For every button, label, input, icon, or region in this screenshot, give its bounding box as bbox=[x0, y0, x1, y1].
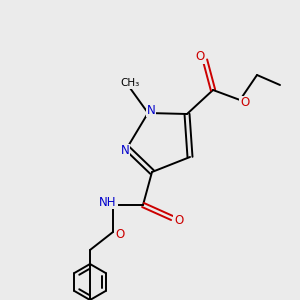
Text: CH₃: CH₃ bbox=[120, 78, 140, 88]
Text: O: O bbox=[116, 229, 124, 242]
Text: N: N bbox=[147, 103, 155, 116]
Text: O: O bbox=[195, 50, 205, 64]
Text: NH: NH bbox=[99, 196, 117, 208]
Text: O: O bbox=[174, 214, 184, 227]
Text: N: N bbox=[121, 145, 129, 158]
Text: O: O bbox=[240, 97, 250, 110]
